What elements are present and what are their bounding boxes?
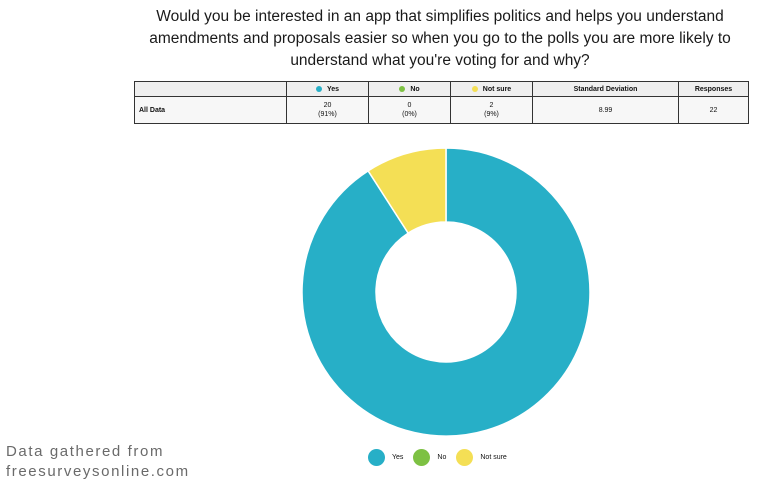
donut-slice-yes bbox=[301, 147, 591, 437]
header-yes: Yes bbox=[286, 81, 369, 97]
legend-yes-label: Yes bbox=[392, 454, 404, 461]
legend-not-sure-swatch-icon bbox=[456, 449, 474, 466]
header-empty bbox=[134, 81, 287, 97]
results-table: Yes No Not sure Standard Deviation Respo… bbox=[134, 81, 749, 124]
yes-dot-icon bbox=[315, 85, 322, 92]
cell-yes-pct: (91%) bbox=[318, 111, 337, 118]
chart-legend: Yes No Not sure bbox=[368, 449, 517, 466]
no-dot-icon bbox=[399, 85, 406, 92]
cell-not-sure: 2 (9%) bbox=[450, 96, 533, 124]
legend-item-no: No bbox=[413, 449, 446, 466]
not-sure-dot-icon bbox=[471, 85, 478, 92]
cell-std-dev: 8.99 bbox=[532, 96, 679, 124]
legend-item-not-sure: Not sure bbox=[456, 449, 507, 466]
legend-no-swatch-icon bbox=[413, 449, 431, 466]
footer-line-2: freesurveysonline.com bbox=[6, 463, 190, 480]
row-label: All Data bbox=[134, 96, 287, 124]
cell-no: 0 (0%) bbox=[368, 96, 451, 124]
legend-yes-swatch-icon bbox=[368, 449, 385, 466]
donut-slice-not-sure bbox=[367, 147, 447, 235]
footer-line-1: Data gathered from bbox=[6, 443, 165, 460]
cell-not-sure-count: 2 bbox=[489, 102, 494, 109]
legend-not-sure-label: Not sure bbox=[480, 454, 507, 461]
legend-no-label: No bbox=[437, 454, 447, 461]
header-yes-label: Yes bbox=[326, 85, 340, 93]
cell-yes-count: 20 bbox=[323, 102, 332, 109]
header-no-label: No bbox=[410, 85, 420, 93]
header-responses: Responses bbox=[678, 81, 749, 97]
header-not-sure-label: Not sure bbox=[482, 85, 512, 93]
legend-item-yes: Yes bbox=[368, 449, 403, 466]
cell-no-pct: (0%) bbox=[402, 111, 417, 118]
cell-no-count: 0 bbox=[407, 102, 412, 109]
data-source-note: Data gathered from freesurveysonline.com bbox=[6, 442, 190, 482]
header-std-dev: Standard Deviation bbox=[532, 81, 679, 97]
cell-responses: 22 bbox=[678, 96, 749, 124]
survey-question: Would you be interested in an app that s… bbox=[149, 8, 731, 69]
table-row: All Data 20 (91%) 0 (0%) 2 (9%) 8.99 22 bbox=[134, 96, 749, 124]
cell-not-sure-pct: (9%) bbox=[484, 111, 499, 118]
